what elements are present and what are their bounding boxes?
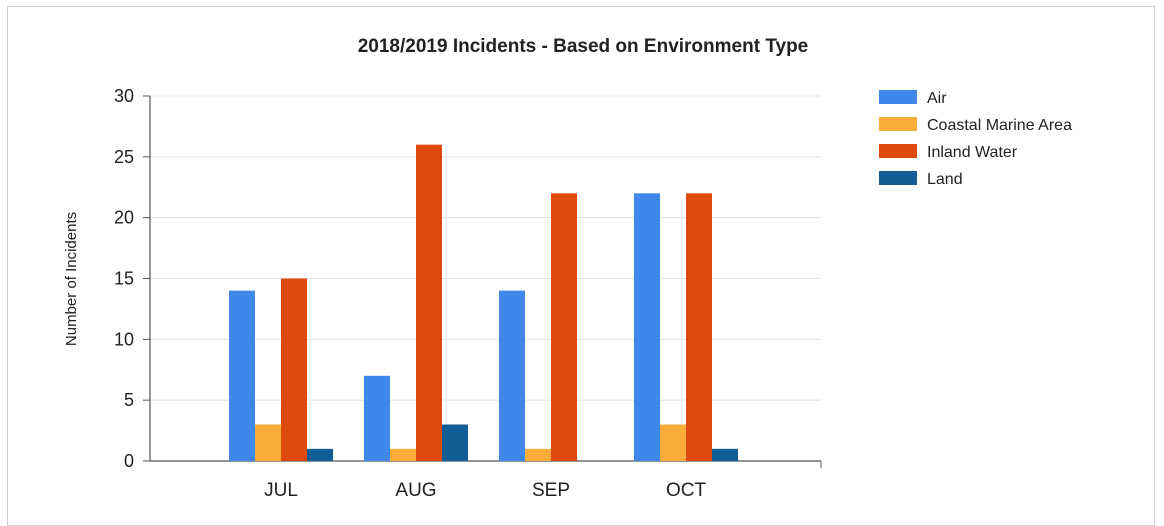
bars: [229, 144, 738, 462]
y-tick-label: 15: [114, 269, 134, 289]
x-tick-label: JUL: [264, 480, 298, 501]
y-tick-labels: 0 5 10 15 20 25 30: [114, 86, 134, 471]
legend: Air Coastal Marine Area Inland Water Land: [879, 90, 1072, 188]
bar-inland-water-sep: [551, 193, 577, 462]
legend-label: Land: [927, 171, 963, 188]
bar-inland-water-aug: [416, 144, 442, 461]
y-tick-label: 25: [114, 147, 134, 167]
chart-frame: [7, 6, 1155, 526]
legend-label: Air: [927, 90, 947, 107]
legend-swatch: [879, 171, 917, 185]
bar-land-oct: [712, 448, 738, 461]
y-tick-label: 0: [124, 451, 134, 471]
bar-coastal-marine-area-oct: [660, 424, 686, 461]
x-tick-labels: JUL AUG SEP OCT: [264, 480, 706, 501]
bar-air-jul: [229, 290, 255, 461]
x-tick-label: SEP: [532, 480, 570, 501]
legend-swatch: [879, 117, 917, 131]
y-tick-label: 30: [114, 86, 134, 106]
legend-swatch: [879, 90, 917, 104]
x-tick-label: OCT: [666, 480, 707, 501]
bar-coastal-marine-area-jul: [255, 424, 281, 461]
y-tick-label: 20: [114, 208, 134, 228]
x-tick-label: AUG: [395, 480, 436, 501]
y-axis-label: Number of Incidents: [63, 212, 80, 346]
bar-air-sep: [499, 290, 525, 461]
bar-coastal-marine-area-sep: [525, 448, 551, 461]
bar-coastal-marine-area-aug: [390, 448, 416, 461]
bar-inland-water-oct: [686, 193, 712, 462]
bar-air-aug: [364, 375, 390, 461]
y-tick-label: 10: [114, 329, 134, 349]
legend-label: Coastal Marine Area: [927, 117, 1072, 134]
y-tick-label: 5: [124, 390, 134, 410]
legend-swatch: [879, 144, 917, 158]
legend-label: Inland Water: [927, 144, 1018, 161]
bar-air-oct: [634, 193, 660, 462]
bar-land-aug: [442, 424, 468, 461]
bar-land-jul: [307, 448, 333, 461]
chart-title: 2018/2019 Incidents - Based on Environme…: [358, 36, 809, 57]
bar-inland-water-jul: [281, 278, 307, 461]
